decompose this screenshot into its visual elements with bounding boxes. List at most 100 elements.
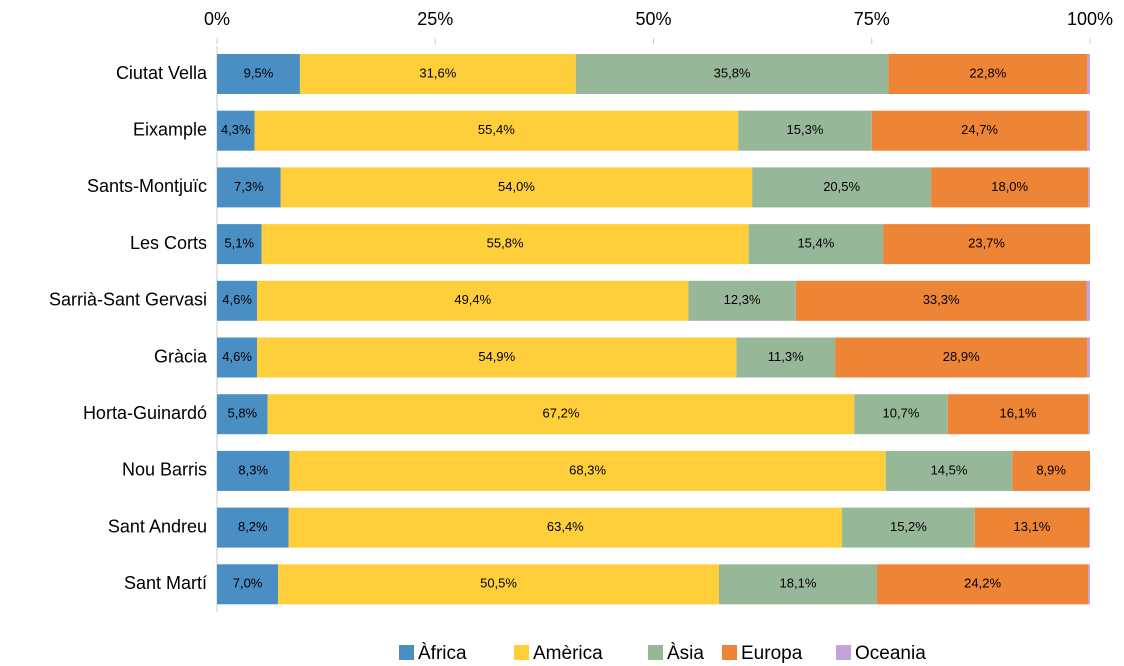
bar-segment [931, 167, 1089, 208]
bar-segment [289, 450, 886, 491]
bar-segment [795, 280, 1087, 321]
bar-segment [1088, 564, 1090, 605]
value-label: 49,4% [454, 292, 491, 307]
bar-segment [288, 507, 843, 548]
legend-label: Amèrica [533, 643, 603, 664]
bar-segment [217, 110, 255, 151]
value-label: 4,6% [222, 349, 252, 364]
value-label: 50,5% [480, 576, 517, 591]
value-label: 7,3% [234, 179, 264, 194]
legend-label: Europa [741, 643, 803, 664]
legend-swatch [514, 645, 529, 660]
value-label: 13,1% [1014, 519, 1051, 534]
value-label: 22,8% [969, 65, 1006, 80]
x-tick-label: 100% [1067, 9, 1113, 29]
legend-swatch [836, 645, 851, 660]
bar-segment [1088, 167, 1090, 208]
bar-segment [257, 337, 737, 378]
value-label: 8,3% [238, 462, 268, 477]
value-label: 4,6% [222, 292, 252, 307]
y-tick-label: Sarrià-Sant Gervasi [49, 290, 207, 310]
x-tick-label: 0% [204, 9, 230, 29]
value-label: 18,1% [780, 576, 817, 591]
bar-segment [575, 54, 889, 94]
bar-segment [217, 450, 290, 491]
value-label: 35,8% [714, 65, 751, 80]
bar-segment [217, 280, 258, 321]
bar-segment [1089, 507, 1090, 548]
value-label: 8,9% [1036, 462, 1066, 477]
value-label: 9,5% [244, 65, 274, 80]
value-label: 4,3% [221, 122, 251, 137]
bar-segment [835, 337, 1088, 378]
legend-label: Àsia [667, 643, 704, 664]
value-label: 5,8% [227, 406, 257, 421]
y-tick-label: Nou Barris [122, 460, 207, 480]
value-label: 31,6% [419, 65, 456, 80]
legend-label: Àfrica [418, 643, 467, 664]
bar-segment [217, 167, 281, 208]
bar-segment [1086, 280, 1090, 321]
bar-segment [1087, 54, 1090, 94]
bar-segment [1087, 337, 1090, 378]
legend-swatch [399, 645, 414, 660]
y-tick-label: Sant Martí [124, 573, 207, 593]
value-label: 15,4% [797, 236, 834, 251]
y-tick-label: Horta-Guinardó [83, 403, 207, 423]
value-label: 15,2% [890, 519, 927, 534]
value-label: 24,2% [964, 576, 1001, 591]
bar-segment [752, 167, 932, 208]
bar-segment [267, 394, 855, 435]
value-label: 5,1% [224, 236, 254, 251]
bar-segment [842, 507, 975, 548]
value-label: 18,0% [991, 179, 1028, 194]
legend-label: Oceania [855, 643, 926, 664]
value-label: 55,4% [478, 122, 515, 137]
legend-swatch [648, 645, 663, 660]
x-tick-label: 75% [854, 9, 890, 29]
value-label: 23,7% [968, 236, 1005, 251]
y-tick-label: Sant Andreu [108, 516, 207, 536]
value-label: 12,3% [724, 292, 761, 307]
bar-segment [280, 167, 753, 208]
bar-segment [1012, 450, 1090, 491]
value-label: 14,5% [931, 462, 968, 477]
bar-segment [718, 564, 877, 605]
value-label: 33,3% [923, 292, 960, 307]
value-label: 55,8% [487, 236, 524, 251]
bar-segment [736, 337, 836, 378]
value-label: 10,7% [883, 406, 920, 421]
x-tick-label: 25% [417, 9, 453, 29]
y-tick-label: Eixample [133, 119, 207, 139]
value-label: 54,9% [478, 349, 515, 364]
bar-segment [885, 450, 1013, 491]
value-label: 16,1% [1000, 406, 1037, 421]
bar-segment [738, 110, 872, 151]
bar-segment [854, 394, 948, 435]
bar-segment [947, 394, 1089, 435]
bar-segment [1088, 394, 1090, 435]
value-label: 20,5% [823, 179, 860, 194]
y-tick-label: Les Corts [130, 233, 207, 253]
value-label: 15,3% [787, 122, 824, 137]
bar-segment [217, 394, 268, 435]
bar-segment [883, 224, 1090, 265]
y-tick-label: Sants-Montjuïc [87, 176, 207, 196]
bar-segment [217, 564, 279, 605]
bar-segment [217, 507, 289, 548]
bar-segment [261, 224, 749, 265]
bar-segment [688, 280, 796, 321]
bar-segment [217, 224, 262, 265]
bar-segment [217, 54, 300, 94]
bar-segment [1087, 110, 1090, 151]
value-label: 28,9% [943, 349, 980, 364]
value-label: 68,3% [569, 462, 606, 477]
y-tick-label: Gràcia [154, 346, 208, 366]
bar-segment [888, 54, 1088, 94]
bar-segment [748, 224, 884, 265]
value-label: 63,4% [547, 519, 584, 534]
y-tick-label: Ciutat Vella [116, 63, 208, 83]
bar-segment [278, 564, 719, 605]
bar-segment [257, 280, 689, 321]
bar-segment [254, 110, 739, 151]
